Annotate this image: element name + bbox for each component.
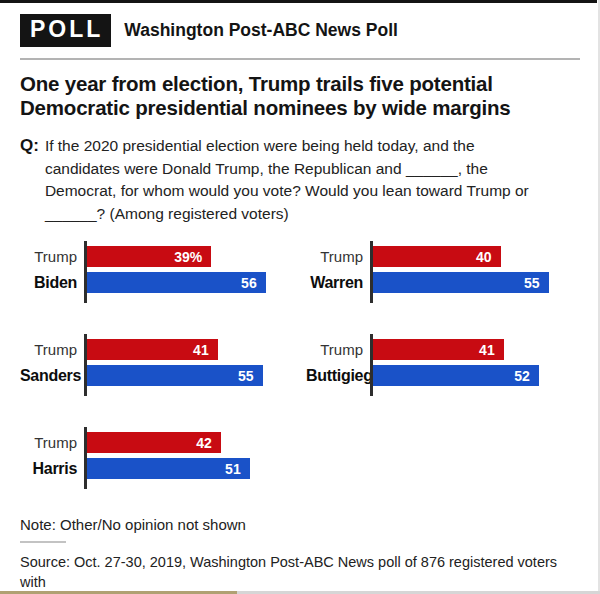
note-text: Note: Other/No opinion not shown bbox=[20, 516, 580, 533]
bar-label-candidate: Buttigieg bbox=[306, 365, 370, 386]
trump-bar: 41 bbox=[373, 339, 504, 360]
candidate-bar-value: 52 bbox=[514, 368, 530, 384]
candidate-bar: 56 bbox=[87, 272, 266, 293]
header: POLL Washington Post-ABC News Poll bbox=[20, 14, 580, 47]
candidate-bar: 55 bbox=[87, 365, 263, 386]
trump-bar-value: 41 bbox=[193, 342, 209, 358]
bar-label-candidate: Sanders bbox=[20, 365, 84, 386]
chart-bars: 41 52 bbox=[373, 334, 539, 396]
trump-bar-value: 42 bbox=[196, 435, 212, 451]
chart-labels: Trump Buttigieg bbox=[306, 334, 370, 396]
poll-chart: Trump Biden 39% 56 bbox=[20, 241, 306, 303]
bar-label-trump: Trump bbox=[20, 432, 84, 453]
candidate-bar: 51 bbox=[87, 458, 250, 479]
trump-bar: 39% bbox=[87, 246, 212, 267]
trump-bar-value: 41 bbox=[479, 342, 495, 358]
candidate-bar-value: 51 bbox=[225, 461, 241, 477]
source-text: Source: Oct. 27-30, 2019, Washington Pos… bbox=[20, 552, 580, 594]
trump-bar-value: 40 bbox=[476, 249, 492, 265]
poll-chart: Trump Warren 40 55 bbox=[306, 241, 592, 303]
trump-bar: 40 bbox=[373, 246, 501, 267]
charts-grid: Trump Biden 39% 56 Trump Warren 40 55 Tr… bbox=[20, 241, 580, 489]
headline: One year from election, Trump trails fiv… bbox=[20, 72, 580, 119]
bar-label-candidate: Warren bbox=[306, 272, 370, 293]
chart-bars: 40 55 bbox=[373, 241, 549, 303]
bar-label-trump: Trump bbox=[20, 339, 84, 360]
chart-labels: Trump Biden bbox=[20, 241, 84, 303]
poll-chart: Trump Buttigieg 41 52 bbox=[306, 334, 592, 396]
bar-label-candidate: Harris bbox=[20, 458, 84, 479]
chart-labels: Trump Sanders bbox=[20, 334, 84, 396]
poll-chart: Trump Harris 42 51 bbox=[20, 427, 306, 489]
chart-labels: Trump Warren bbox=[306, 241, 370, 303]
poll-badge: POLL bbox=[20, 14, 111, 47]
question-block: Q: If the 2020 presidential election wer… bbox=[20, 135, 580, 225]
chart-bars: 39% 56 bbox=[87, 241, 266, 303]
brand-title: Washington Post-ABC News Poll bbox=[124, 20, 398, 41]
poll-graphic: POLL Washington Post-ABC News Poll One y… bbox=[0, 14, 600, 594]
trump-bar: 41 bbox=[87, 339, 218, 360]
candidate-bar-value: 55 bbox=[238, 368, 254, 384]
header-rule bbox=[20, 58, 580, 60]
bar-label-trump: Trump bbox=[306, 246, 370, 267]
question-text: If the 2020 presidential election were b… bbox=[45, 135, 529, 225]
chart-bars: 41 55 bbox=[87, 334, 263, 396]
candidate-bar: 55 bbox=[373, 272, 549, 293]
candidate-bar-value: 56 bbox=[241, 275, 257, 291]
bar-label-trump: Trump bbox=[306, 339, 370, 360]
candidate-bar: 52 bbox=[373, 365, 539, 386]
chart-bars: 42 51 bbox=[87, 427, 250, 489]
question-prefix: Q: bbox=[20, 135, 39, 225]
bar-label-candidate: Biden bbox=[20, 272, 84, 293]
note-rule bbox=[20, 541, 66, 543]
chart-labels: Trump Harris bbox=[20, 427, 84, 489]
top-accent-bar bbox=[0, 0, 597, 3]
candidate-bar-value: 55 bbox=[524, 275, 540, 291]
bar-label-trump: Trump bbox=[20, 246, 84, 267]
trump-bar-value: 39% bbox=[174, 249, 202, 265]
trump-bar: 42 bbox=[87, 432, 221, 453]
poll-chart: Trump Sanders 41 55 bbox=[20, 334, 306, 396]
